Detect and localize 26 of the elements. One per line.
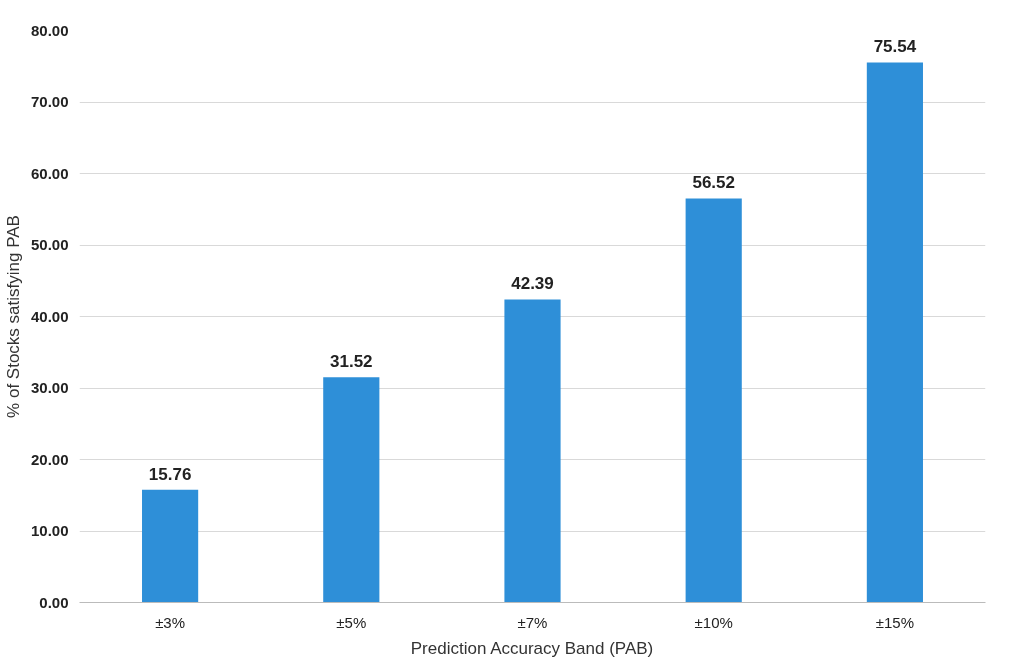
x-tick-label: ±7% <box>517 613 548 631</box>
y-axis-title: % of Stocks satisfying PAB <box>3 215 23 418</box>
bar <box>866 62 923 603</box>
x-axis-title: Prediction Accuracy Band (PAB) <box>410 638 654 658</box>
x-tick-label: ±5% <box>336 613 367 631</box>
y-tick-label: 10.00 <box>30 522 69 539</box>
data-label: 75.54 <box>873 37 917 57</box>
y-tick-label: 0.00 <box>39 593 69 611</box>
y-tick-label: 80.00 <box>30 21 69 39</box>
data-label: 56.52 <box>692 173 735 193</box>
data-label: 31.52 <box>330 352 373 372</box>
bar <box>142 489 199 603</box>
data-label: 15.76 <box>148 464 192 484</box>
y-tick-label: 20.00 <box>30 450 69 468</box>
y-tick-label: 40.00 <box>30 307 69 325</box>
bar <box>504 299 561 603</box>
data-label: 42.39 <box>511 274 554 294</box>
y-tick-label: 30.00 <box>30 379 69 396</box>
x-tick-label: ±3% <box>155 613 186 631</box>
x-tick-label: ±10% <box>694 613 733 631</box>
y-tick-label: 60.00 <box>30 164 69 182</box>
bar <box>323 377 380 603</box>
y-tick-label: 50.00 <box>30 236 69 253</box>
y-tick-label: 70.00 <box>30 93 69 110</box>
bar <box>685 198 742 603</box>
x-tick-label: ±15% <box>875 613 915 631</box>
